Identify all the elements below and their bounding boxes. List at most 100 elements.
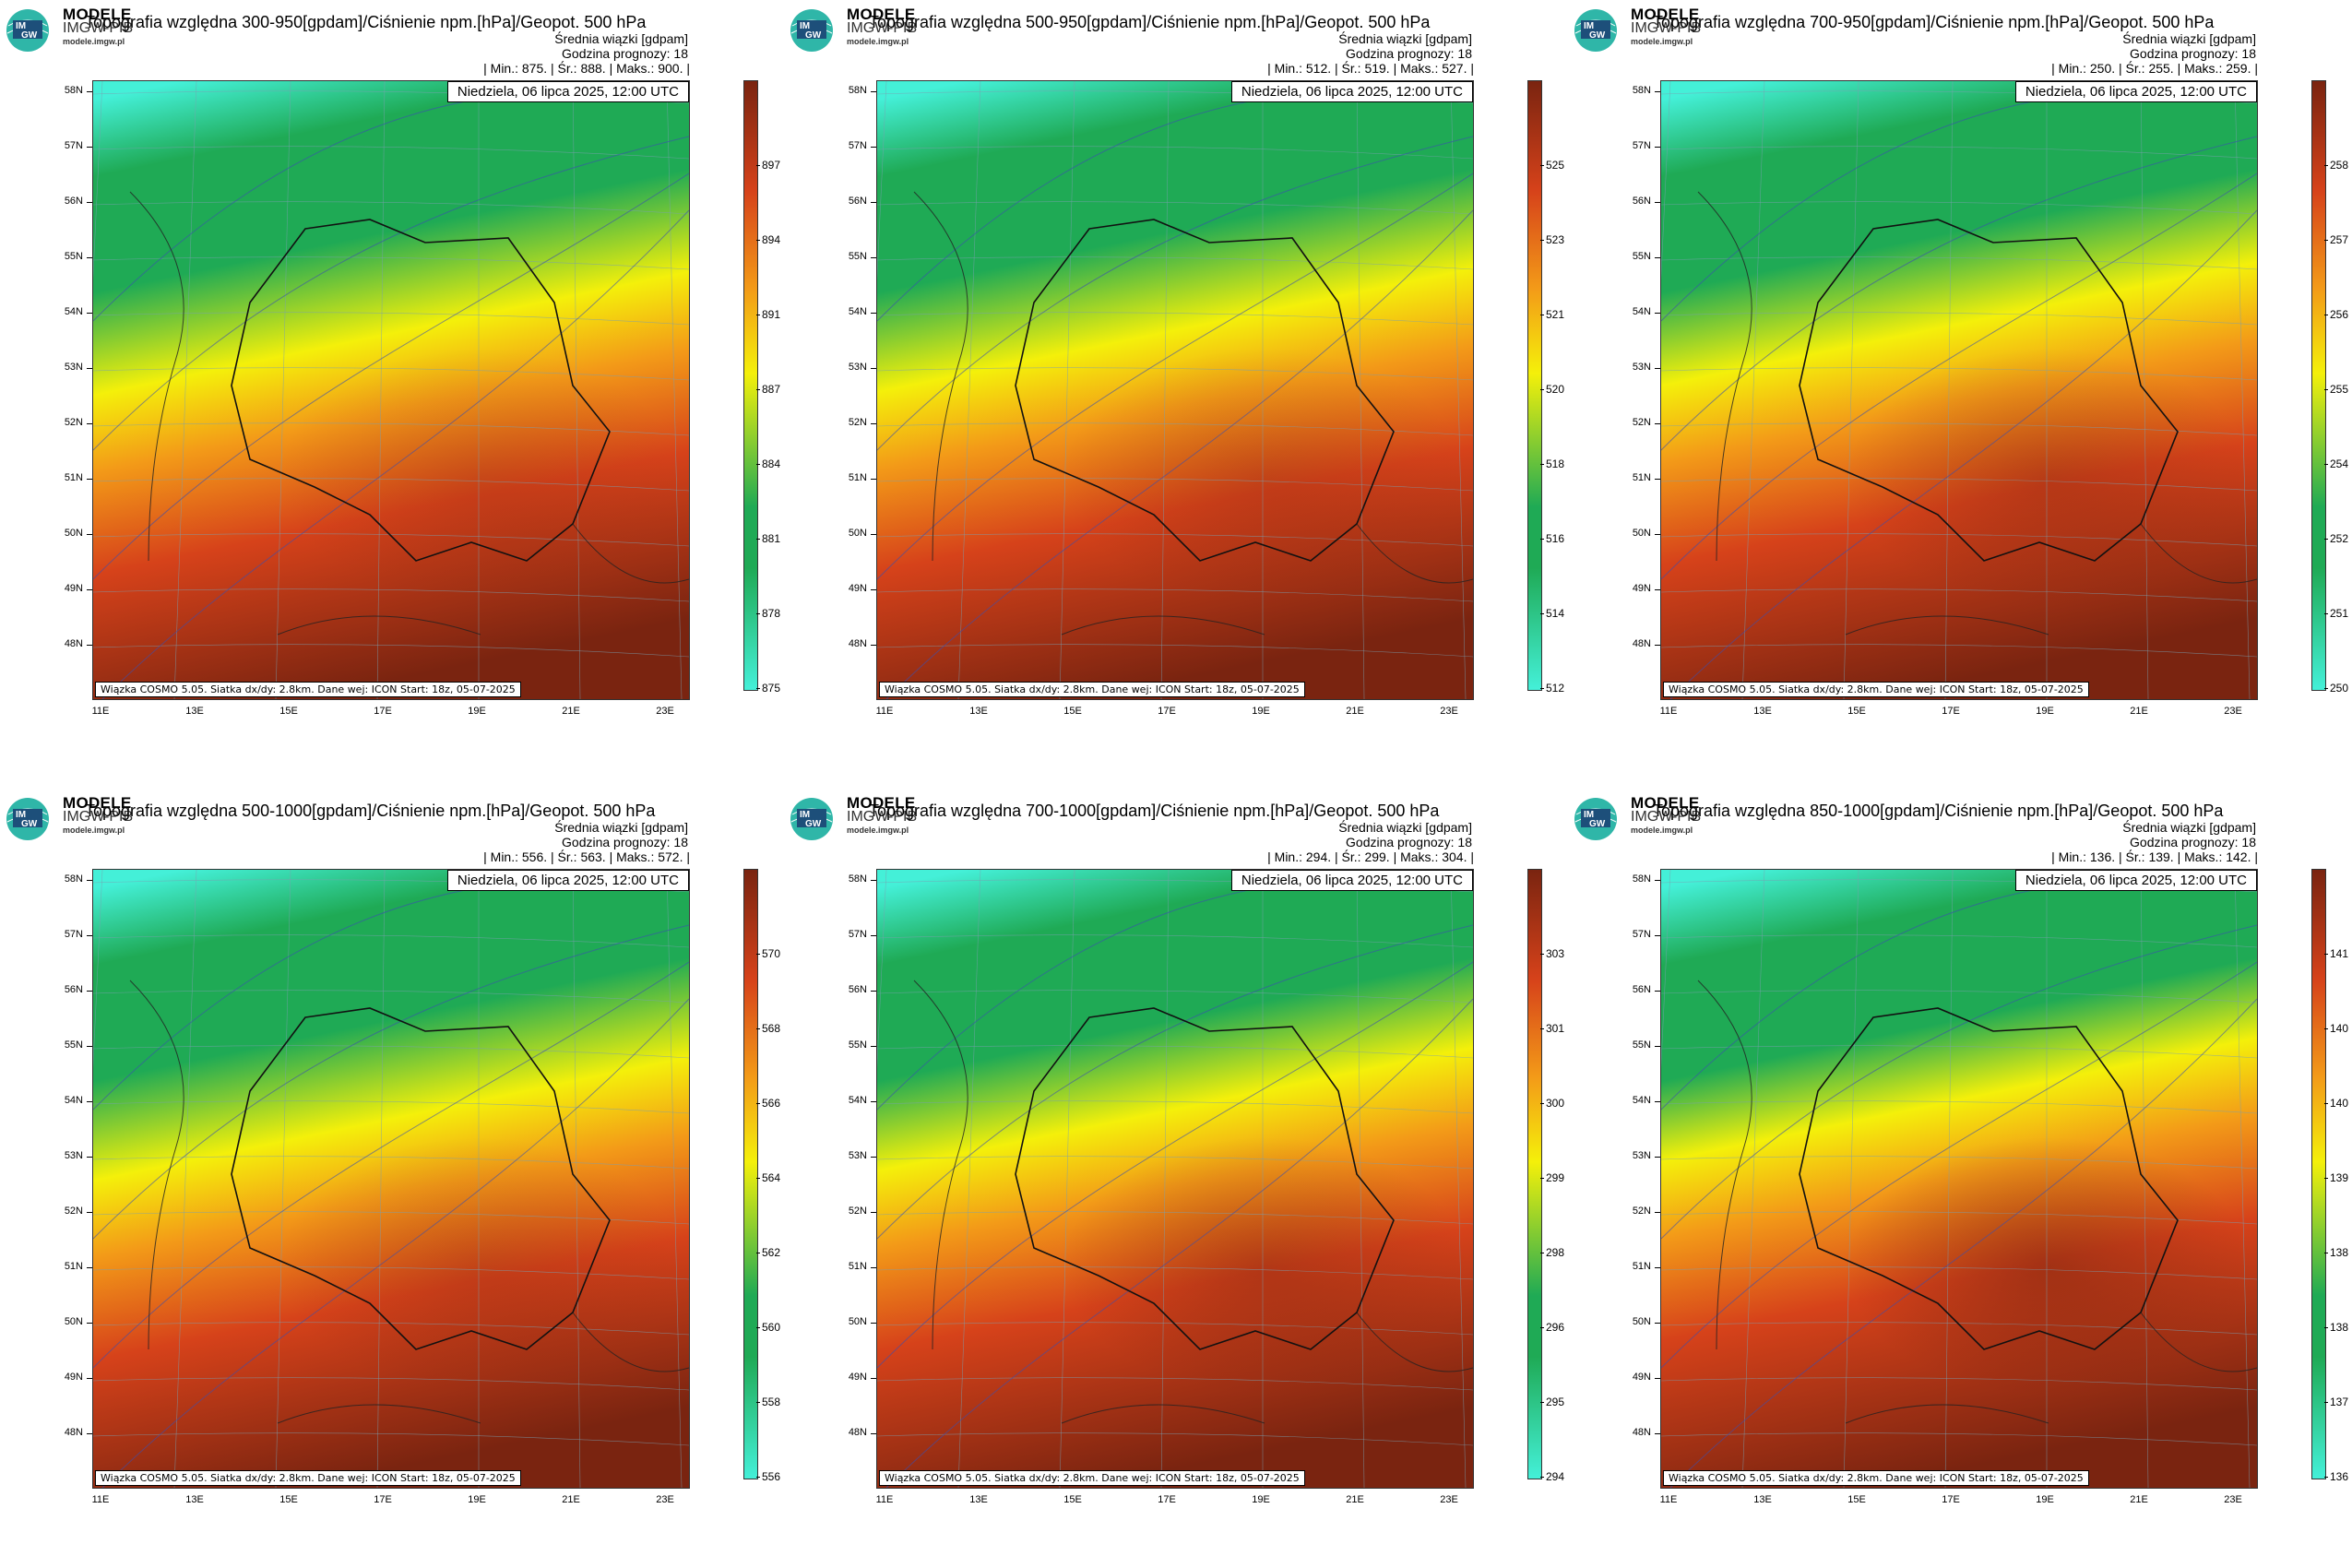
- panel-stats: | Min.: 250. | Śr.: 255. | Maks.: 259. |: [2051, 61, 2258, 76]
- lat-label: 52N: [64, 417, 83, 428]
- lon-label: 11E: [91, 706, 110, 717]
- lat-label: 50N: [64, 1316, 83, 1327]
- imgw-logo-icon: IM GW: [790, 798, 833, 840]
- colorbar-label: 518: [1546, 457, 1565, 470]
- lon-label: 13E: [185, 1494, 204, 1505]
- forecast-panel-5: IM GW MODELE IMGW-PIB modele.imgw.pl Top…: [784, 789, 1564, 1526]
- lat-label: 52N: [1632, 1206, 1651, 1217]
- imgw-logo-icon: IM GW: [1574, 798, 1617, 840]
- colorbar-label: 295: [1546, 1396, 1565, 1408]
- imgw-logo-icon: IM GW: [790, 9, 833, 52]
- brand-subname: IMGW-PIB: [1631, 20, 1702, 36]
- map-field: [93, 81, 689, 699]
- colorbar-label: 138: [2330, 1246, 2349, 1259]
- brand-name: MODELE: [63, 6, 132, 23]
- lon-label: 21E: [1346, 706, 1364, 717]
- colorbar-label: 560: [762, 1321, 781, 1334]
- lon-label: 19E: [468, 1494, 486, 1505]
- panel-subtitle-ensemble: Średnia wiązki [gdpam]: [2122, 31, 2256, 46]
- svg-text:IM: IM: [16, 21, 26, 31]
- lat-label: 58N: [848, 85, 867, 96]
- forecast-map: Niedziela, 06 lipca 2025, 12:00 UTC Wiąz…: [1660, 869, 2258, 1489]
- colorbar-label: 258: [2330, 159, 2349, 172]
- colorbar: [2311, 80, 2326, 691]
- forecast-map: Niedziela, 06 lipca 2025, 12:00 UTC Wiąz…: [1660, 80, 2258, 700]
- lon-label: 17E: [1158, 1494, 1176, 1505]
- svg-text:GW: GW: [805, 30, 822, 41]
- lat-label: 53N: [848, 1150, 867, 1161]
- colorbar-label: 300: [1546, 1097, 1565, 1110]
- brand-url: modele.imgw.pl: [1631, 37, 1693, 46]
- lat-label: 48N: [64, 1427, 83, 1438]
- panel-title: Topografia względna 700-1000[gpdam]/Ciśn…: [869, 802, 1440, 820]
- colorbar-label: 884: [762, 457, 781, 470]
- panel-subtitle-ensemble: Średnia wiązki [gdpam]: [2122, 820, 2256, 835]
- lat-label: 54N: [1632, 306, 1651, 317]
- lat-label: 55N: [1632, 1039, 1651, 1051]
- panel-stats: | Min.: 136. | Śr.: 139. | Maks.: 142. |: [2051, 849, 2258, 864]
- lat-label: 55N: [64, 251, 83, 262]
- lat-label: 57N: [1632, 929, 1651, 940]
- lon-label: 13E: [1753, 1494, 1772, 1505]
- imgw-logo-icon: IM GW: [1574, 9, 1617, 52]
- panel-subtitle-forecast-hour: Godzina prognozy: 18: [562, 835, 688, 849]
- colorbar-label: 562: [762, 1246, 781, 1259]
- brand-name: MODELE: [63, 794, 132, 812]
- colorbar-label: 256: [2330, 308, 2349, 321]
- panel-title: Topografia względna 300-950[gpdam]/Ciśni…: [85, 13, 647, 31]
- panel-stats: | Min.: 875. | Śr.: 888. | Maks.: 900. |: [483, 61, 690, 76]
- lat-label: 52N: [1632, 417, 1651, 428]
- lat-label: 56N: [848, 984, 867, 995]
- svg-text:GW: GW: [1589, 30, 1606, 41]
- colorbar-label: 252: [2330, 532, 2349, 545]
- lat-label: 55N: [1632, 251, 1651, 262]
- colorbar-label: 564: [762, 1171, 781, 1184]
- brand-subname: IMGW-PIB: [847, 809, 918, 825]
- lon-label: 21E: [2130, 1494, 2148, 1505]
- valid-date: Niedziela, 06 lipca 2025, 12:00 UTC: [446, 81, 689, 102]
- lon-label: 15E: [1847, 1494, 1866, 1505]
- panel-subtitle-forecast-hour: Godzina prognozy: 18: [2130, 46, 2256, 61]
- colorbar-label: 254: [2330, 457, 2349, 470]
- lat-label: 50N: [1632, 528, 1651, 539]
- colorbar-label: 303: [1546, 947, 1565, 960]
- lat-label: 55N: [848, 1039, 867, 1051]
- colorbar: [1527, 80, 1542, 691]
- lon-label: 21E: [562, 1494, 580, 1505]
- lat-label: 48N: [64, 638, 83, 649]
- colorbar-label: 139: [2330, 1171, 2349, 1184]
- valid-date: Niedziela, 06 lipca 2025, 12:00 UTC: [2014, 870, 2257, 891]
- lon-label: 13E: [969, 1494, 988, 1505]
- colorbar-label: 878: [762, 607, 781, 620]
- colorbar-label: 558: [762, 1396, 781, 1408]
- imgw-logo-icon: IM GW: [6, 798, 49, 840]
- lat-label: 53N: [64, 1150, 83, 1161]
- lat-label: 53N: [1632, 362, 1651, 373]
- lon-label: 21E: [1346, 1494, 1364, 1505]
- lon-label: 17E: [374, 706, 392, 717]
- lon-label: 19E: [468, 706, 486, 717]
- lat-label: 54N: [1632, 1095, 1651, 1106]
- lon-label: 21E: [562, 706, 580, 717]
- panel-stats: | Min.: 512. | Śr.: 519. | Maks.: 527. |: [1267, 61, 1474, 76]
- lat-label: 56N: [848, 196, 867, 207]
- forecast-map: Niedziela, 06 lipca 2025, 12:00 UTC Wiąz…: [876, 80, 1474, 700]
- brand-url: modele.imgw.pl: [1631, 826, 1693, 835]
- model-info: Wiązka COSMO 5.05. Siatka dx/dy: 2.8km. …: [1663, 1470, 2089, 1486]
- colorbar-label: 140: [2330, 1022, 2349, 1035]
- colorbar: [743, 80, 758, 691]
- colorbar-label: 520: [1546, 383, 1565, 396]
- colorbar-label: 137: [2330, 1396, 2349, 1408]
- model-info: Wiązka COSMO 5.05. Siatka dx/dy: 2.8km. …: [1663, 682, 2089, 697]
- lon-label: 21E: [2130, 706, 2148, 717]
- map-field: [877, 870, 1473, 1488]
- lon-label: 15E: [279, 1494, 298, 1505]
- lat-label: 49N: [848, 1372, 867, 1383]
- lat-label: 57N: [64, 140, 83, 151]
- panel-stats: | Min.: 556. | Śr.: 563. | Maks.: 572. |: [483, 849, 690, 864]
- lon-label: 23E: [656, 1494, 674, 1505]
- lon-label: 11E: [91, 1494, 110, 1505]
- svg-text:GW: GW: [1589, 819, 1606, 829]
- lat-label: 58N: [64, 85, 83, 96]
- lat-label: 56N: [64, 984, 83, 995]
